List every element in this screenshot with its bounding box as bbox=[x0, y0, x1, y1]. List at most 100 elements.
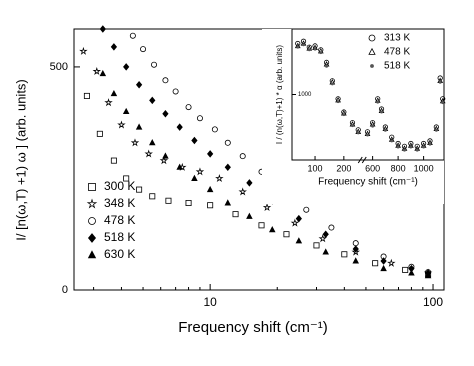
marker bbox=[313, 242, 320, 249]
marker bbox=[409, 145, 413, 149]
marker bbox=[283, 231, 290, 238]
marker bbox=[440, 96, 446, 102]
marker bbox=[402, 148, 406, 152]
marker bbox=[319, 51, 323, 55]
marker bbox=[295, 237, 303, 244]
marker bbox=[330, 82, 334, 86]
marker bbox=[96, 130, 103, 137]
marker bbox=[368, 34, 376, 42]
x-tick-label: 600 bbox=[365, 163, 380, 173]
marker bbox=[88, 217, 96, 225]
x-axis-label: Frequency shift (cm⁻¹) bbox=[318, 177, 418, 188]
marker bbox=[238, 187, 247, 196]
marker bbox=[165, 197, 172, 204]
marker bbox=[206, 185, 214, 193]
x-tick-label: 100 bbox=[308, 163, 323, 173]
marker bbox=[380, 257, 387, 265]
legend-label: 348 K bbox=[104, 196, 135, 210]
marker bbox=[79, 46, 88, 55]
y-axis-label: I / (n(ω,T)+1) * α (arb. units) bbox=[275, 45, 284, 144]
marker bbox=[437, 75, 443, 81]
marker bbox=[246, 179, 253, 187]
marker bbox=[207, 150, 214, 158]
marker bbox=[122, 107, 130, 115]
x-tick-label: 10 bbox=[203, 295, 217, 309]
x-tick-label: 1000 bbox=[414, 163, 434, 173]
marker bbox=[87, 233, 97, 243]
marker bbox=[341, 251, 348, 258]
marker bbox=[207, 202, 214, 209]
marker bbox=[434, 128, 438, 132]
marker bbox=[352, 245, 359, 253]
y-tick-label: 0 bbox=[62, 284, 68, 296]
marker bbox=[144, 149, 153, 158]
x-tick-label: 100 bbox=[423, 295, 443, 309]
marker bbox=[162, 77, 169, 84]
legend-label: 518 K bbox=[104, 230, 135, 244]
marker bbox=[196, 115, 203, 122]
marker bbox=[415, 148, 419, 152]
marker bbox=[351, 247, 360, 256]
marker bbox=[401, 143, 408, 149]
x-axis-label: Frequency shift (cm⁻¹) bbox=[178, 319, 328, 336]
marker bbox=[92, 66, 102, 75]
marker bbox=[313, 47, 317, 51]
marker bbox=[191, 136, 198, 145]
marker bbox=[372, 260, 379, 267]
marker bbox=[195, 167, 205, 176]
marker bbox=[322, 230, 329, 238]
marker bbox=[135, 123, 143, 130]
marker bbox=[151, 61, 158, 68]
marker bbox=[290, 218, 300, 227]
marker bbox=[356, 131, 360, 135]
marker bbox=[149, 139, 156, 146]
marker bbox=[172, 88, 179, 95]
marker bbox=[162, 152, 169, 159]
axis-break bbox=[361, 156, 367, 164]
marker bbox=[342, 113, 346, 117]
y-tick-label: 1000 bbox=[298, 92, 312, 98]
x-tick-label: 800 bbox=[391, 163, 406, 173]
marker bbox=[149, 96, 156, 105]
marker bbox=[246, 212, 253, 219]
marker bbox=[262, 203, 272, 212]
marker bbox=[269, 226, 276, 233]
marker bbox=[224, 199, 232, 206]
marker bbox=[441, 101, 445, 105]
marker bbox=[336, 100, 340, 104]
y-axis-label: I/ [n(ω,T) +1) ω ] (arb. units) bbox=[13, 79, 28, 241]
marker bbox=[295, 214, 302, 223]
marker bbox=[83, 92, 90, 99]
marker bbox=[258, 222, 265, 229]
marker bbox=[149, 193, 156, 200]
legend-label: 300 K bbox=[104, 179, 135, 193]
marker bbox=[185, 199, 192, 206]
marker bbox=[370, 64, 374, 68]
marker bbox=[104, 98, 113, 107]
marker bbox=[110, 43, 118, 51]
marker bbox=[328, 224, 335, 231]
marker bbox=[224, 163, 231, 172]
marker bbox=[424, 272, 432, 279]
marker bbox=[110, 89, 118, 97]
marker bbox=[99, 69, 107, 77]
marker bbox=[371, 124, 375, 128]
marker bbox=[318, 234, 327, 243]
marker bbox=[368, 47, 376, 55]
marker bbox=[438, 80, 442, 84]
marker bbox=[390, 139, 394, 143]
marker bbox=[325, 64, 329, 68]
marker bbox=[428, 142, 432, 146]
marker bbox=[176, 163, 183, 170]
marker bbox=[224, 139, 231, 146]
marker bbox=[352, 257, 359, 264]
marker bbox=[130, 138, 140, 147]
marker bbox=[350, 124, 354, 128]
x-tick-label: 200 bbox=[336, 163, 351, 173]
marker bbox=[123, 175, 130, 182]
marker bbox=[136, 186, 143, 193]
marker bbox=[162, 110, 169, 118]
marker bbox=[232, 211, 239, 218]
marker bbox=[211, 126, 218, 133]
